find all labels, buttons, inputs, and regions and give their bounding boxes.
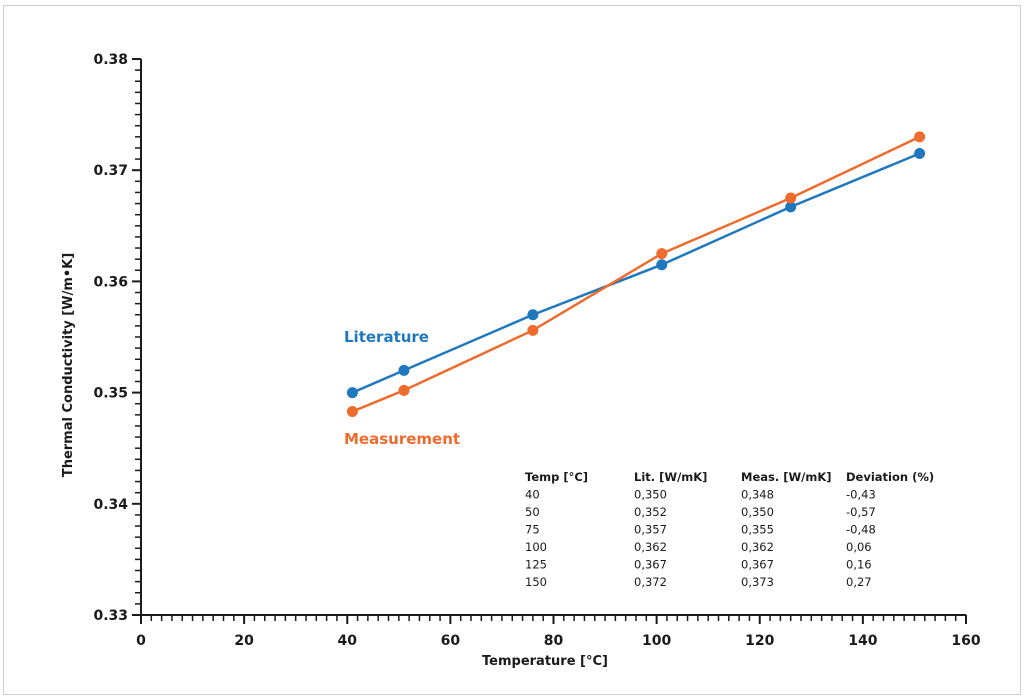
data-table: Temp [°C] Lit. [W/mK] Meas. [W/mK] Deviatio… (525, 470, 934, 589)
chart-frame (3, 5, 1021, 695)
data-point-literature (398, 364, 410, 376)
series-group (346, 131, 926, 418)
table-cell: 100 (525, 540, 547, 554)
x-tick-label: 140 (848, 633, 877, 649)
table-cell: 40 (525, 488, 540, 502)
y-axis-ticks: 0.33 0.34 0.35 0.36 0.37 0.38 (93, 52, 141, 624)
data-point-literature (527, 309, 539, 321)
table-cell: -0,48 (846, 523, 876, 537)
x-axis-title: Temperature [°C] (482, 654, 608, 669)
x-tick-label: 120 (745, 633, 774, 649)
y-axis-title: Thermal Conductivity [W/m•K] (61, 253, 76, 477)
table-cell: 0,350 (634, 488, 667, 502)
table-cell: 0,372 (634, 575, 667, 589)
table-cell: 125 (525, 558, 547, 572)
table-cell: 0,357 (634, 523, 667, 537)
data-point-literature (346, 387, 358, 399)
y-tick-label: 0.35 (93, 386, 128, 402)
x-tick-label: 80 (544, 633, 564, 649)
x-axis-ticks: 0 20 40 60 80 100 120 140 160 (136, 615, 981, 649)
series-line-literature (351, 152, 921, 394)
table-cell: 75 (525, 523, 540, 537)
data-point-literature (785, 201, 797, 213)
series-label-literature: Literature (344, 328, 429, 346)
y-tick-label: 0.36 (93, 274, 128, 290)
data-point-literature (656, 259, 668, 271)
table-header-cell: Deviation (%) (846, 470, 934, 484)
x-tick-label: 40 (338, 633, 358, 649)
table-cell: 0,373 (741, 575, 774, 589)
table-cell: 0,362 (634, 540, 667, 554)
data-point-measurement (398, 384, 410, 396)
data-point-literature (914, 148, 926, 160)
table-cell: 50 (525, 505, 540, 519)
table-cell: 0,367 (634, 558, 667, 572)
table-cell: 0,362 (741, 540, 774, 554)
table-cell: -0,57 (846, 505, 876, 519)
table-cell: 0,27 (846, 575, 872, 589)
table-cell: 150 (525, 575, 547, 589)
y-tick-label: 0.34 (93, 497, 128, 513)
x-tick-label: 160 (951, 633, 980, 649)
y-tick-label: 0.33 (93, 608, 128, 624)
table-header-cell: Temp [°C] (525, 470, 588, 484)
x-tick-label: 60 (441, 633, 461, 649)
data-point-measurement (346, 406, 358, 418)
x-tick-label: 20 (234, 633, 254, 649)
table-header-cell: Meas. [W/mK] (741, 470, 832, 484)
table-header-cell: Lit. [W/mK] (634, 470, 707, 484)
data-point-measurement (656, 248, 668, 260)
table-cell: 0,355 (741, 523, 774, 537)
table-cell: -0,43 (846, 488, 876, 502)
table-cell: 0,06 (846, 540, 872, 554)
data-point-measurement (527, 324, 539, 336)
data-point-measurement (785, 192, 797, 204)
table-cell: 0,367 (741, 558, 774, 572)
table-cell: 0,348 (741, 488, 774, 502)
axes (140, 59, 966, 616)
series-line-measurement (351, 135, 921, 413)
table-cell: 0,350 (741, 505, 774, 519)
y-tick-label: 0.37 (93, 163, 128, 179)
x-tick-label: 100 (642, 633, 671, 649)
y-tick-label: 0.38 (93, 52, 128, 68)
x-tick-label: 0 (136, 633, 146, 649)
table-cell: 0,352 (634, 505, 667, 519)
data-point-measurement (914, 131, 926, 143)
series-label-measurement: Measurement (344, 430, 460, 448)
table-cell: 0,16 (846, 558, 872, 572)
